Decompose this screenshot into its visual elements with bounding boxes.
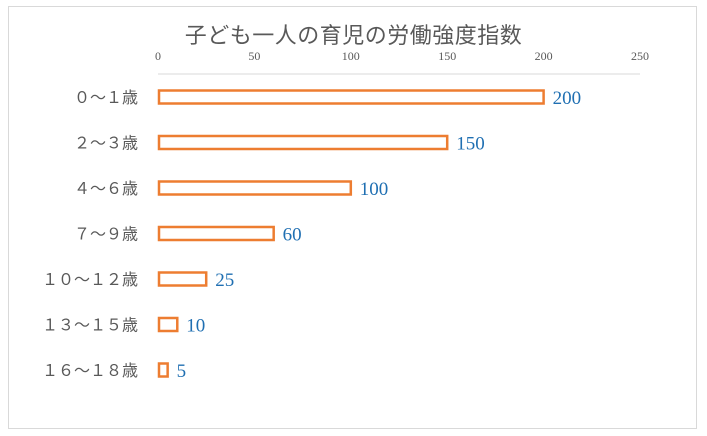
category-label: ２～３歳 xyxy=(74,134,138,153)
category-label: ４～６歳 xyxy=(74,179,138,198)
x-tick-label: 150 xyxy=(438,49,456,63)
data-label: 60 xyxy=(283,225,302,246)
category-labels: ０～１歳 ２～３歳 ４～６歳 ７～９歳 １０～１２歳 １３～１５歳 １６～１８歳 xyxy=(42,88,138,380)
bar-series xyxy=(157,89,545,378)
data-label: 10 xyxy=(186,316,205,337)
bar xyxy=(157,316,179,333)
bar xyxy=(157,271,208,287)
bar xyxy=(157,180,353,196)
chart-frame xyxy=(8,6,697,429)
data-label: 150 xyxy=(456,134,485,155)
bar xyxy=(157,362,169,378)
x-axis-ticks: 0 50 100 150 200 250 xyxy=(155,49,649,63)
bar xyxy=(157,134,449,151)
x-tick-label: 100 xyxy=(342,49,360,63)
data-label: 25 xyxy=(215,270,234,291)
category-label: １３～１５歳 xyxy=(42,316,138,335)
x-tick-label: 250 xyxy=(631,49,649,63)
data-label: 100 xyxy=(360,179,389,200)
bar xyxy=(157,89,545,105)
data-label: 200 xyxy=(553,88,582,109)
x-tick-label: 200 xyxy=(535,49,553,63)
x-tick-label: 50 xyxy=(248,49,260,63)
category-label: ０～１歳 xyxy=(74,88,138,107)
data-label: 5 xyxy=(177,361,187,382)
category-label: １６～１８歳 xyxy=(42,361,138,380)
x-tick-label: 0 xyxy=(155,49,161,63)
chart-title: 子ども一人の育児の労働強度指数 xyxy=(184,24,523,49)
category-label: １０～１２歳 xyxy=(42,270,138,289)
bar xyxy=(157,225,275,242)
data-labels: 200 150 100 60 25 10 5 xyxy=(177,88,581,382)
category-label: ７～９歳 xyxy=(74,225,138,244)
